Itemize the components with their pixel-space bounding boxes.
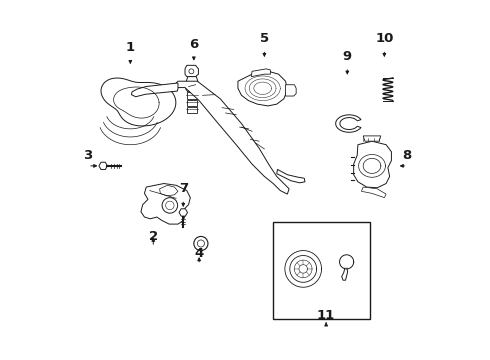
Polygon shape (186, 77, 198, 92)
Text: 9: 9 (343, 50, 352, 63)
Polygon shape (179, 209, 188, 216)
Polygon shape (277, 170, 305, 183)
Polygon shape (187, 100, 197, 106)
Text: 1: 1 (126, 41, 135, 54)
Polygon shape (188, 107, 196, 113)
Circle shape (189, 69, 194, 74)
Polygon shape (101, 78, 176, 126)
Polygon shape (286, 85, 296, 96)
Text: 3: 3 (83, 149, 93, 162)
Circle shape (197, 240, 204, 247)
Text: 5: 5 (260, 32, 269, 45)
Polygon shape (251, 69, 270, 77)
Circle shape (166, 201, 174, 210)
Polygon shape (99, 162, 107, 170)
Text: 11: 11 (317, 309, 335, 322)
Polygon shape (187, 92, 197, 99)
Text: 8: 8 (403, 149, 412, 162)
Polygon shape (354, 141, 392, 188)
Polygon shape (363, 136, 381, 141)
Circle shape (194, 237, 208, 251)
Text: 6: 6 (189, 37, 198, 50)
Polygon shape (185, 66, 198, 77)
Bar (273, 222, 370, 319)
Text: 4: 4 (195, 247, 204, 260)
Polygon shape (362, 187, 386, 198)
Polygon shape (141, 184, 190, 224)
Polygon shape (336, 115, 361, 132)
Text: 7: 7 (179, 182, 188, 195)
Text: 10: 10 (375, 32, 393, 45)
Text: 2: 2 (148, 230, 158, 243)
Polygon shape (238, 71, 287, 106)
Circle shape (162, 198, 177, 213)
Polygon shape (131, 83, 178, 97)
Polygon shape (160, 185, 178, 196)
Polygon shape (176, 81, 289, 194)
